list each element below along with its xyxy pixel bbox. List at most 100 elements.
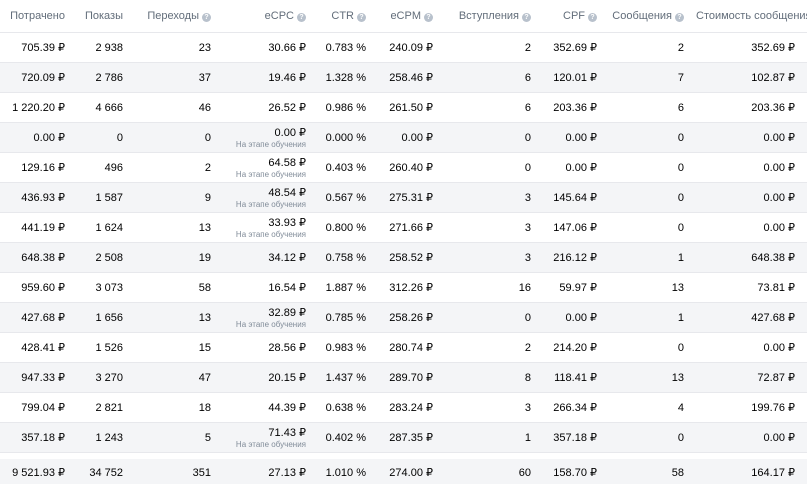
total-cell-cpf: 158.70 ₽	[543, 459, 609, 484]
question-circle-icon[interactable]: ?	[424, 13, 433, 22]
total-cell-message-cost: 164.17 ₽	[696, 459, 807, 484]
cell-impressions: 496	[77, 152, 135, 183]
question-circle-icon[interactable]: ?	[675, 13, 684, 22]
cell-cpf: 203.36 ₽	[543, 92, 609, 123]
table-row[interactable]: 720.09 ₽ 2 786 37 19.46 ₽ 1.328 % 258.46…	[0, 62, 807, 93]
column-header-message-cost[interactable]: Стоимость сообщения?	[696, 0, 807, 33]
cell-clicks: 18	[135, 392, 223, 423]
cell-ecpc: 28.56 ₽	[223, 332, 318, 363]
cell-spent: 436.93 ₽	[0, 182, 77, 213]
table-row[interactable]: 436.93 ₽ 1 587 9 48.54 ₽ На этапе обучени…	[0, 182, 807, 213]
cell-message-cost: 0.00 ₽	[696, 212, 807, 243]
cell-joins: 3	[445, 182, 543, 213]
cell-impressions: 2 938	[77, 32, 135, 63]
table-row[interactable]: 428.41 ₽ 1 526 15 28.56 ₽ 0.983 % 280.74…	[0, 332, 807, 363]
cell-cpf: 0.00 ₽	[543, 122, 609, 153]
cell-impressions: 4 666	[77, 92, 135, 123]
cell-cpf: 145.64 ₽	[543, 182, 609, 213]
cell-clicks: 46	[135, 92, 223, 123]
cell-cpf: 352.69 ₽	[543, 32, 609, 63]
cell-ctr: 0.800 %	[318, 212, 378, 243]
learning-status-note: На этапе обучения	[235, 319, 306, 329]
cell-messages: 0	[609, 122, 696, 153]
table-row[interactable]: 427.68 ₽ 1 656 13 32.89 ₽ На этапе обучен…	[0, 302, 807, 333]
question-circle-icon[interactable]: ?	[588, 13, 597, 22]
ecpc-value: 20.15 ₽	[268, 371, 306, 384]
cell-joins: 3	[445, 392, 543, 423]
table-row[interactable]: 441.19 ₽ 1 624 13 33.93 ₽ На этапе обучен…	[0, 212, 807, 243]
cell-ecpc: 48.54 ₽ На этапе обучения	[223, 182, 318, 213]
table-row[interactable]: 357.18 ₽ 1 243 5 71.43 ₽ На этапе обучени…	[0, 422, 807, 453]
column-header-cpf[interactable]: CPF?	[543, 0, 609, 33]
column-header-impressions[interactable]: Показы	[77, 0, 135, 33]
cell-clicks: 13	[135, 302, 223, 333]
cell-ctr: 1.328 %	[318, 62, 378, 93]
table-row[interactable]: 0.00 ₽ 0 0 0.00 ₽ На этапе обучения 0.000…	[0, 122, 807, 153]
column-header-messages[interactable]: Сообщения?	[609, 0, 696, 33]
ecpc-value: 44.39 ₽	[268, 401, 306, 414]
cell-ecpc: 16.54 ₽	[223, 272, 318, 303]
cell-ecpm: 260.40 ₽	[378, 152, 445, 183]
column-header-clicks[interactable]: Переходы?	[135, 0, 223, 33]
cell-message-cost: 0.00 ₽	[696, 122, 807, 153]
column-header-ctr[interactable]: CTR?	[318, 0, 378, 33]
cell-ecpm: 258.26 ₽	[378, 302, 445, 333]
cell-spent: 648.38 ₽	[0, 242, 77, 273]
cell-ctr: 0.783 %	[318, 32, 378, 63]
cell-clicks: 13	[135, 212, 223, 243]
cell-joins: 6	[445, 92, 543, 123]
ecpc-value: 30.66 ₽	[268, 41, 306, 54]
table-row[interactable]: 947.33 ₽ 3 270 47 20.15 ₽ 1.437 % 289.70…	[0, 362, 807, 393]
column-header-spent[interactable]: Потрачено	[0, 0, 77, 33]
total-cell-ecpm: 274.00 ₽	[378, 459, 445, 484]
cell-clicks: 47	[135, 362, 223, 393]
cell-ecpm: 280.74 ₽	[378, 332, 445, 363]
ecpc-value: 34.12 ₽	[268, 251, 306, 264]
table-row[interactable]: 799.04 ₽ 2 821 18 44.39 ₽ 0.638 % 283.24…	[0, 392, 807, 423]
cell-clicks: 2	[135, 152, 223, 183]
cell-clicks: 0	[135, 122, 223, 153]
cell-ctr: 1.437 %	[318, 362, 378, 393]
cell-joins: 6	[445, 62, 543, 93]
learning-status-note: На этапе обучения	[235, 439, 306, 449]
question-circle-icon[interactable]: ?	[522, 13, 531, 22]
cell-ctr: 0.000 %	[318, 122, 378, 153]
cell-ecpc: 44.39 ₽	[223, 392, 318, 423]
question-circle-icon[interactable]: ?	[297, 13, 306, 22]
learning-status-note: На этапе обучения	[235, 229, 306, 239]
cell-clicks: 15	[135, 332, 223, 363]
table-row[interactable]: 648.38 ₽ 2 508 19 34.12 ₽ 0.758 % 258.52…	[0, 242, 807, 273]
table-row[interactable]: 959.60 ₽ 3 073 58 16.54 ₽ 1.887 % 312.26…	[0, 272, 807, 303]
cell-ctr: 0.986 %	[318, 92, 378, 123]
cell-message-cost: 352.69 ₽	[696, 32, 807, 63]
total-cell-clicks: 351	[135, 459, 223, 484]
table-body: 705.39 ₽ 2 938 23 30.66 ₽ 0.783 % 240.09…	[0, 32, 807, 484]
column-header-joins[interactable]: Вступления?	[445, 0, 543, 33]
question-circle-icon[interactable]: ?	[357, 13, 366, 22]
cell-impressions: 1 526	[77, 332, 135, 363]
total-cell-impressions: 34 752	[77, 459, 135, 484]
cell-message-cost: 0.00 ₽	[696, 182, 807, 213]
cell-ecpc: 0.00 ₽ На этапе обучения	[223, 122, 318, 153]
table-row[interactable]: 705.39 ₽ 2 938 23 30.66 ₽ 0.783 % 240.09…	[0, 32, 807, 63]
cell-joins: 2	[445, 32, 543, 63]
cell-ecpm: 261.50 ₽	[378, 92, 445, 123]
column-header-ecpm[interactable]: eCPM?	[378, 0, 445, 33]
cell-message-cost: 73.81 ₽	[696, 272, 807, 303]
cell-cpf: 266.34 ₽	[543, 392, 609, 423]
question-circle-icon[interactable]: ?	[202, 13, 211, 22]
cell-message-cost: 648.38 ₽	[696, 242, 807, 273]
cell-joins: 3	[445, 242, 543, 273]
cell-messages: 0	[609, 212, 696, 243]
table-row[interactable]: 1 220.20 ₽ 4 666 46 26.52 ₽ 0.986 % 261.…	[0, 92, 807, 123]
cell-impressions: 0	[77, 122, 135, 153]
ecpc-value: 19.46 ₽	[268, 71, 306, 84]
table-row[interactable]: 129.16 ₽ 496 2 64.58 ₽ На этапе обучения …	[0, 152, 807, 183]
cell-cpf: 59.97 ₽	[543, 272, 609, 303]
cell-message-cost: 102.87 ₽	[696, 62, 807, 93]
cell-clicks: 37	[135, 62, 223, 93]
cell-ctr: 0.758 %	[318, 242, 378, 273]
cell-spent: 129.16 ₽	[0, 152, 77, 183]
column-header-ecpc[interactable]: eCPC?	[223, 0, 318, 33]
